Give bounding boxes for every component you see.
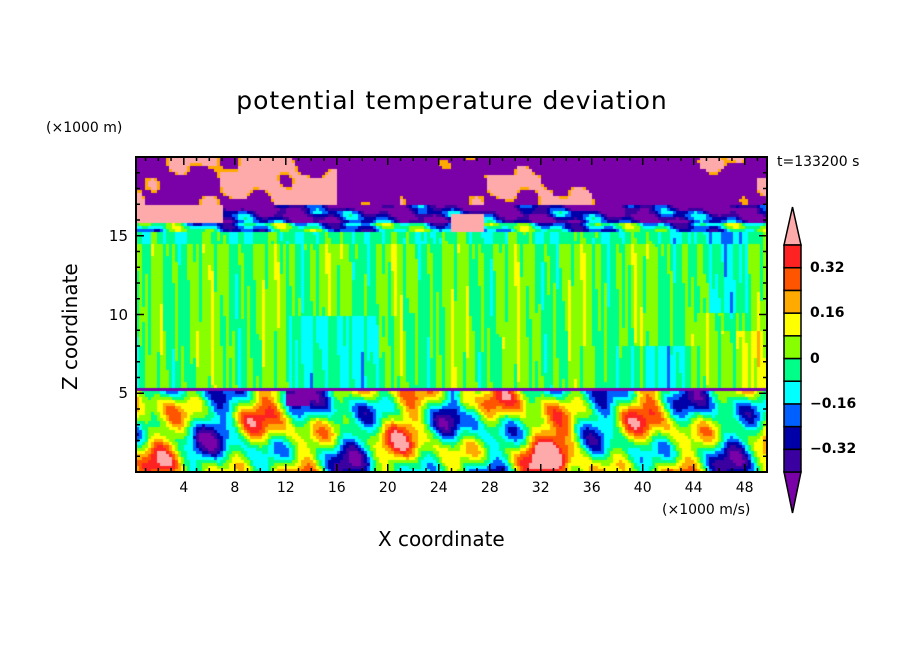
x-tick-label: 12 [276,480,295,496]
x-tick-label: 20 [378,480,397,496]
y-tick-label: 5 [118,384,128,403]
x-axis-label: X coordinate [378,527,505,551]
colorbar-swatch [783,312,802,337]
x-tick-label: 4 [179,480,189,496]
x-tick-label: 40 [633,480,652,496]
time-annotation: t=133200 s [777,154,860,170]
colorbar-tick-label: −0.16 [810,395,857,412]
colorbar-max-arrow [783,206,802,246]
colorbar-tick-label: 0.16 [810,305,845,322]
colorbar-swatch [783,289,802,314]
colorbar-swatch [783,357,802,382]
colorbar-swatch [783,380,802,405]
contour-field [136,157,767,472]
colorbar-tick-label: −0.32 [810,441,857,458]
plot-border [135,156,768,473]
colorbar-swatch [783,448,802,473]
x-tick-label: 8 [230,480,240,496]
y-axis-unit: (×1000 m) [46,120,123,136]
colorbar-tick-label: 0.32 [810,259,845,276]
y-tick-label: 10 [108,305,128,324]
colorbar-swatch [783,403,802,428]
colorbar-swatch [783,335,802,360]
x-tick-label: 32 [531,480,550,496]
x-axis-unit: (×1000 m/s) [662,502,751,518]
chart-title: potential temperature deviation [236,86,668,115]
x-tick-label: 36 [582,480,601,496]
x-tick-label: 16 [327,480,346,496]
colorbar-tick-label: 0 [810,350,820,367]
colorbar-swatch [783,244,802,269]
x-tick-label: 44 [684,480,703,496]
colorbar-min-arrow [783,471,802,514]
y-tick-label: 15 [108,226,128,245]
colorbar-swatch [783,425,802,451]
colorbar-swatch [783,266,802,292]
x-tick-label: 24 [429,480,448,496]
x-tick-label: 48 [735,480,754,496]
x-tick-label: 28 [480,480,499,496]
